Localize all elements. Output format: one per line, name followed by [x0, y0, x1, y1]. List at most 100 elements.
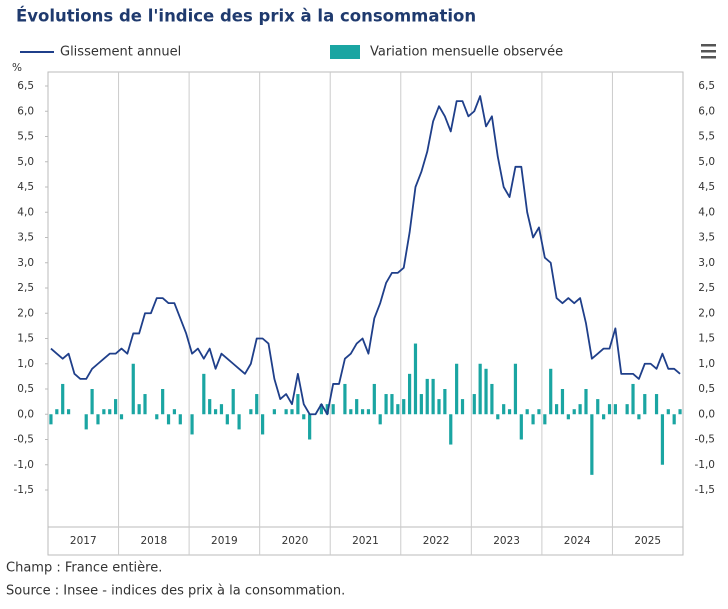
- bar: [119, 414, 124, 420]
- bar: [49, 414, 53, 425]
- bar: [172, 409, 177, 415]
- y-tick-label: 5,0: [17, 156, 34, 168]
- bar: [613, 404, 617, 415]
- bar: [231, 389, 235, 415]
- y2-tick-label: 6,5: [698, 80, 715, 92]
- bar: [449, 414, 453, 445]
- y-tick-label: 3,0: [17, 257, 34, 269]
- bar: [572, 409, 576, 415]
- bar: [554, 404, 559, 415]
- y-tick-label: 0,0: [17, 408, 34, 420]
- x-tick-label: 2018: [140, 535, 167, 547]
- bar: [208, 399, 212, 415]
- bar: [678, 409, 682, 415]
- line: [50, 95, 681, 416]
- bar: [607, 404, 612, 415]
- y-tick-label: 3,5: [17, 232, 34, 244]
- x-tick-label: 2017: [70, 535, 97, 547]
- bar: [425, 378, 429, 415]
- bar: [131, 363, 135, 415]
- x-tick-label: 2021: [352, 535, 379, 547]
- y-tick-label: -1,0: [14, 459, 35, 471]
- bar: [219, 404, 224, 415]
- y-tick-label: -0,5: [14, 434, 35, 446]
- bar: [290, 409, 294, 415]
- bar: [590, 414, 594, 475]
- y-tick-label: 6,5: [17, 80, 34, 92]
- y2-tick-label: 5,5: [698, 131, 715, 143]
- bar: [237, 414, 241, 430]
- bar: [390, 394, 394, 415]
- bar: [302, 414, 306, 420]
- bar: [407, 373, 412, 415]
- bar: [108, 409, 112, 415]
- plot-frame: [47, 71, 684, 556]
- y2-tick-label: 1,0: [698, 358, 715, 370]
- bar: [308, 414, 312, 440]
- bar: [625, 404, 629, 415]
- y2-tick-label: 5,0: [698, 156, 715, 168]
- y-tick-label: 2,5: [17, 282, 34, 294]
- bar: [61, 383, 65, 415]
- bar: [331, 404, 335, 415]
- bar: [602, 414, 606, 420]
- x-tick-label: 2023: [493, 535, 520, 547]
- bar: [443, 389, 447, 415]
- bar: [549, 368, 553, 415]
- bar: [296, 394, 300, 415]
- bar: [584, 389, 588, 415]
- chart-title: Évolutions de l'indice des prix à la con…: [16, 7, 476, 26]
- y2-tick-label: 4,0: [698, 206, 715, 218]
- y2-tick-label: 4,5: [698, 181, 715, 193]
- bar: [531, 414, 535, 425]
- bar: [272, 409, 276, 415]
- bar: [478, 363, 482, 415]
- bar: [525, 409, 529, 415]
- bar: [143, 394, 147, 415]
- bar: [225, 414, 229, 425]
- y-unit: %: [12, 62, 22, 74]
- bar: [578, 404, 582, 415]
- bar: [190, 414, 194, 435]
- y2-tick-label: 0,5: [698, 383, 715, 395]
- bar: [360, 409, 365, 415]
- y-tick-label: 0,5: [17, 383, 34, 395]
- bar: [355, 399, 359, 415]
- bar: [90, 389, 94, 415]
- bar: [213, 409, 218, 415]
- legend-swatch: [330, 45, 360, 59]
- bar: [631, 383, 635, 415]
- bar: [319, 404, 324, 415]
- bar: [166, 414, 171, 425]
- y2-tick-label: 2,0: [698, 307, 715, 319]
- y-tick-label: 1,0: [17, 358, 34, 370]
- bar: [472, 394, 476, 415]
- bar: [431, 378, 435, 415]
- y2-tick-label: -0,5: [695, 434, 716, 446]
- y-tick-label: 4,5: [17, 181, 34, 193]
- bar: [84, 414, 88, 430]
- note: Champ : France entière.: [6, 561, 162, 576]
- x-tick-label: 2025: [634, 535, 661, 547]
- menu-icon[interactable]: [701, 44, 716, 59]
- bar: [102, 409, 106, 415]
- bar: [155, 414, 159, 420]
- bar: [284, 409, 288, 415]
- y-tick-label: 1,5: [17, 333, 34, 345]
- x-tick-label: 2024: [564, 535, 591, 547]
- x-tick-label: 2020: [282, 535, 309, 547]
- y-tick-label: 2,0: [17, 307, 34, 319]
- bar: [666, 409, 670, 415]
- x-tick-label: 2019: [211, 535, 238, 547]
- bar: [513, 363, 518, 415]
- bar: [249, 409, 253, 415]
- bar: [460, 399, 465, 415]
- bar: [413, 343, 418, 415]
- note: Source : Insee - indices des prix à la c…: [6, 584, 345, 599]
- bar: [596, 399, 600, 415]
- bar: [378, 414, 382, 425]
- bar: [261, 414, 265, 435]
- bar: [384, 394, 388, 415]
- bar: [55, 409, 59, 415]
